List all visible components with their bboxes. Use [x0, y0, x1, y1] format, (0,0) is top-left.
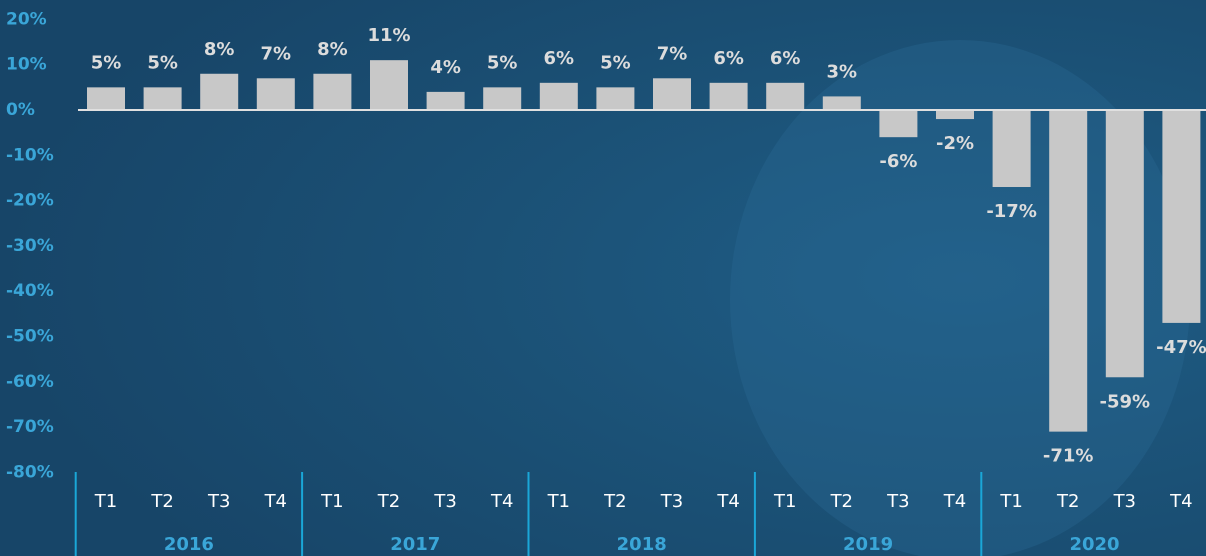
x-tick-label: T1	[999, 491, 1022, 512]
group-label: 2018	[617, 534, 667, 555]
bar	[256, 78, 295, 110]
x-tick-label: T1	[547, 491, 570, 512]
x-tick-label: T3	[660, 491, 683, 512]
data-label: -6%	[879, 151, 917, 172]
y-tick-label: -80%	[6, 462, 54, 482]
data-label: 6%	[544, 48, 575, 69]
x-tick-label: T4	[1169, 491, 1192, 512]
x-tick-label: T3	[886, 491, 909, 512]
bar	[426, 91, 465, 110]
y-tick-label: -60%	[6, 372, 54, 392]
x-tick-label: T1	[94, 491, 117, 512]
bar	[483, 87, 522, 110]
group-label: 2017	[390, 534, 440, 555]
data-label: 7%	[657, 43, 688, 64]
group-label: 2019	[843, 534, 893, 555]
bar	[936, 110, 974, 120]
x-tick-label: T2	[150, 491, 173, 512]
data-label: 6%	[713, 48, 744, 69]
y-tick-label: -20%	[6, 191, 54, 211]
data-label: -59%	[1100, 391, 1151, 412]
data-label: 5%	[600, 52, 631, 73]
data-label: 6%	[770, 48, 801, 69]
bar	[822, 96, 861, 110]
data-label: 8%	[317, 39, 348, 60]
x-tick-label: T1	[773, 491, 796, 512]
x-tick-label: T3	[1113, 491, 1136, 512]
x-tick-label: T2	[830, 491, 853, 512]
y-tick-label: -10%	[6, 145, 54, 165]
y-tick-label: -50%	[6, 327, 54, 347]
x-tick-label: T4	[716, 491, 739, 512]
x-tick-label: T1	[320, 491, 343, 512]
x-tick-label: T4	[943, 491, 966, 512]
bar	[87, 87, 125, 110]
data-label: 7%	[261, 43, 292, 64]
data-label: 3%	[827, 61, 858, 82]
data-label: 5%	[147, 52, 178, 73]
data-label: -71%	[1043, 446, 1094, 467]
y-tick-label: -70%	[6, 417, 54, 437]
y-tick-label: 0%	[6, 100, 35, 120]
data-label: -2%	[936, 133, 974, 154]
bar	[539, 82, 578, 110]
data-label: 11%	[367, 25, 410, 46]
data-label: 5%	[487, 52, 518, 73]
y-tick-label: 20%	[6, 9, 47, 29]
x-tick-label: T4	[490, 491, 513, 512]
x-tick-label: T3	[207, 491, 230, 512]
group-label: 2016	[164, 534, 214, 555]
y-tick-label: -30%	[6, 236, 54, 256]
y-tick-label: -40%	[6, 281, 54, 301]
data-label: 8%	[204, 39, 235, 60]
data-label: -17%	[986, 201, 1037, 222]
x-tick-label: T2	[1056, 491, 1079, 512]
x-tick-label: T2	[377, 491, 400, 512]
group-label: 2020	[1069, 534, 1119, 555]
bar	[879, 110, 918, 138]
data-label: 4%	[430, 57, 461, 78]
bar	[370, 60, 408, 110]
bar	[1105, 110, 1144, 378]
data-label: -47%	[1156, 337, 1206, 358]
x-tick-label: T3	[433, 491, 456, 512]
bar	[1162, 110, 1201, 323]
bar	[143, 87, 182, 110]
bar	[709, 82, 748, 110]
bar	[1049, 110, 1088, 432]
x-tick-label: T4	[264, 491, 287, 512]
bar	[992, 110, 1031, 188]
y-tick-label: 10%	[6, 55, 47, 75]
bar	[766, 82, 805, 110]
bar	[200, 73, 239, 110]
bar	[653, 78, 691, 110]
bar	[313, 73, 352, 110]
x-tick-label: T2	[603, 491, 626, 512]
bar	[596, 87, 635, 110]
data-label: 5%	[91, 52, 122, 73]
